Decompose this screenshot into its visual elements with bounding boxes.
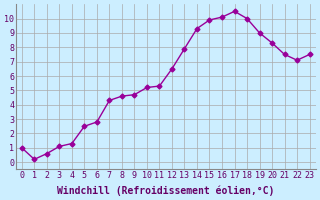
- X-axis label: Windchill (Refroidissement éolien,°C): Windchill (Refroidissement éolien,°C): [57, 185, 274, 196]
